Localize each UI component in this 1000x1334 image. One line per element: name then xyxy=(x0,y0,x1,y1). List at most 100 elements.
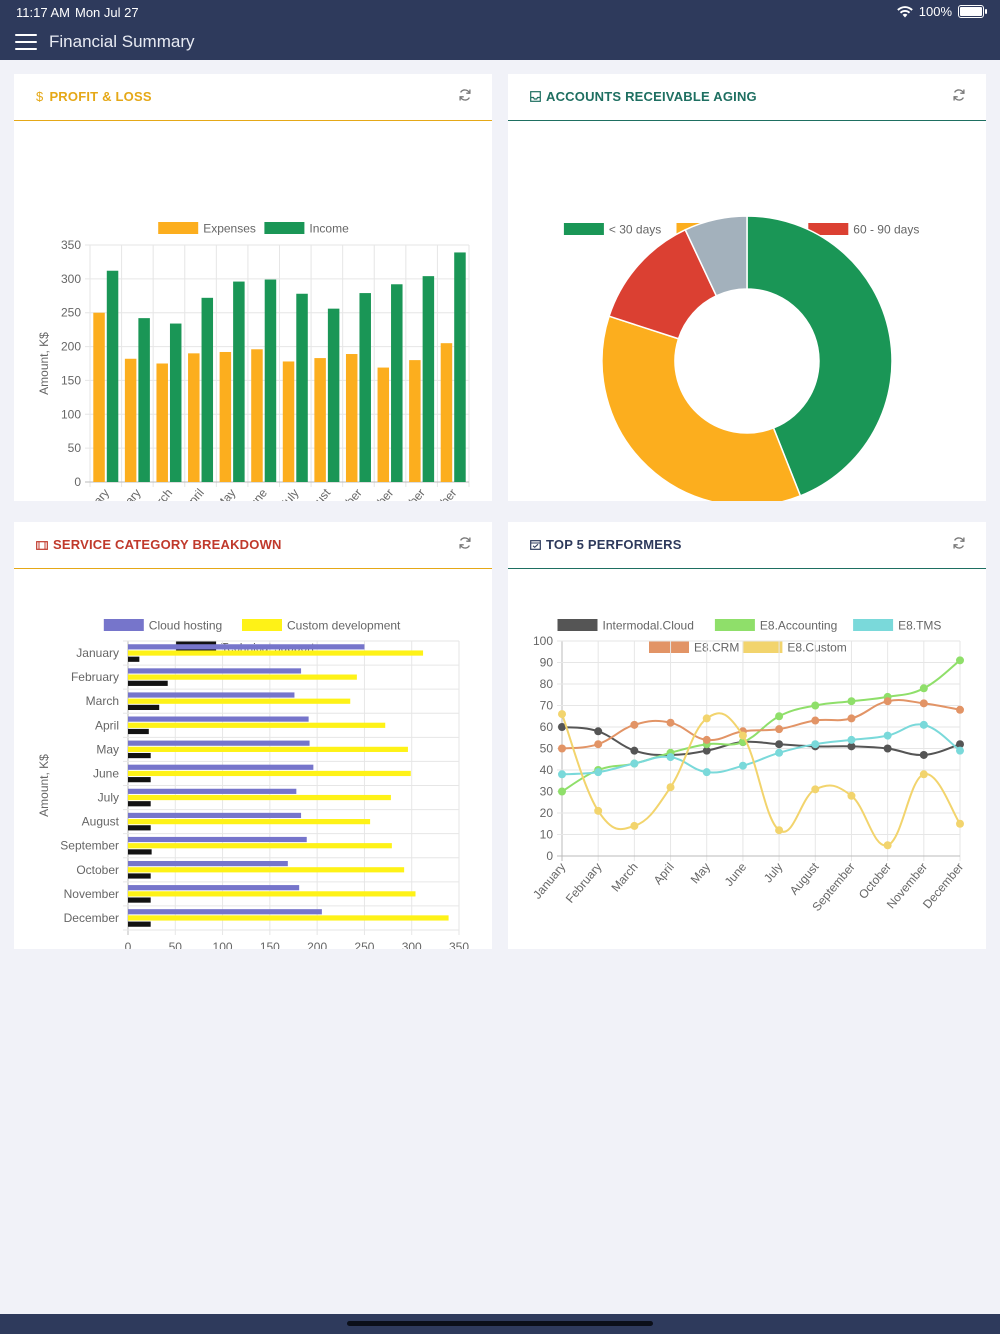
legend-label: 60 - 90 days xyxy=(853,223,919,237)
y-axis-label: Amount, K$ xyxy=(37,754,51,817)
point-e8-tms xyxy=(811,740,820,749)
line-e8-custom xyxy=(561,712,961,847)
y-tick-label: 60 xyxy=(540,720,554,734)
legend-label: Intermodal.Cloud xyxy=(603,619,694,633)
bar-income xyxy=(391,284,403,482)
point-e8-accounting xyxy=(811,701,820,710)
y-tick-label: May xyxy=(96,742,119,756)
y-tick-label: September xyxy=(60,839,119,853)
card-top-performers: TOP 5 PERFORMERS Intermodal.Cloud E8.Acco… xyxy=(508,522,986,949)
point-intermodal-cloud xyxy=(558,723,566,731)
bar-expenses xyxy=(251,349,263,482)
point-e8-custom xyxy=(558,710,566,719)
bottom-bar xyxy=(0,1314,1000,1334)
battery-percent: 100% xyxy=(918,4,952,19)
bar-technical-support xyxy=(128,777,151,783)
bar-cloud-hosting xyxy=(128,668,302,674)
x-tick-label: 200 xyxy=(307,940,327,949)
y-tick-label: 0 xyxy=(546,849,553,863)
point-intermodal-cloud xyxy=(847,742,856,751)
y-axis-label: Amount, K$ xyxy=(37,332,51,395)
point-e8-crm xyxy=(702,735,711,744)
y-tick-label: January xyxy=(76,646,119,660)
legend-label: Income xyxy=(309,222,349,236)
bar-custom-development xyxy=(128,674,357,680)
bar-custom-development xyxy=(128,891,416,897)
y-tick-label: 80 xyxy=(540,677,554,691)
y-tick-label: 0 xyxy=(74,475,81,489)
legend-swatch xyxy=(808,223,849,235)
bar-custom-development xyxy=(128,722,386,728)
x-tick-label: August xyxy=(787,859,822,897)
x-tick-label: 300 xyxy=(402,940,422,949)
legend-swatch xyxy=(103,619,144,631)
bar-technical-support xyxy=(128,728,149,735)
bar-technical-support xyxy=(128,704,160,711)
bar-expenses xyxy=(124,358,137,482)
nav-bar: Financial Summary xyxy=(0,24,1000,60)
card-ar-aging: ACCOUNTS RECEIVABLE AGING < 30 days30 - … xyxy=(508,74,986,501)
home-indicator[interactable] xyxy=(347,1321,653,1326)
bar-technical-support xyxy=(128,921,151,927)
card-header: $ PROFIT & LOSS xyxy=(14,74,492,121)
bar-cloud-hosting xyxy=(128,644,365,650)
y-tick-label: October xyxy=(76,863,119,877)
bar-cloud-hosting xyxy=(128,885,300,891)
point-e8-custom xyxy=(594,806,603,815)
bar-custom-development xyxy=(128,915,449,921)
bar-cloud-hosting xyxy=(128,836,307,843)
bar-custom-development xyxy=(128,770,411,777)
point-intermodal-cloud xyxy=(919,750,928,759)
battery-icon xyxy=(958,5,987,18)
x-tick-label: August xyxy=(298,485,333,501)
bar-expenses xyxy=(188,353,200,482)
point-e8-custom xyxy=(919,770,928,779)
card-title: TOP 5 PERFORMERS xyxy=(546,537,682,552)
bar-cloud-hosting xyxy=(128,860,288,867)
status-bar: 11:17 AM Mon Jul 27 100% xyxy=(0,0,1000,24)
x-tick-label: 100 xyxy=(213,940,233,949)
legend-label: E8.Custom xyxy=(787,641,846,655)
refresh-icon[interactable] xyxy=(458,88,472,102)
refresh-icon[interactable] xyxy=(952,536,966,550)
bar-expenses xyxy=(219,351,232,482)
x-tick-label: May xyxy=(688,860,713,886)
point-e8-tms xyxy=(919,720,928,729)
y-tick-label: December xyxy=(64,911,119,925)
point-e8-custom xyxy=(702,714,711,723)
legend-label: Expenses xyxy=(203,222,256,236)
point-e8-accounting xyxy=(919,684,928,693)
y-tick-label: 150 xyxy=(61,373,81,387)
pie-slice xyxy=(684,215,748,297)
refresh-icon[interactable] xyxy=(458,536,472,550)
bar-income xyxy=(359,293,371,482)
bar-income xyxy=(138,318,150,482)
bar-expenses xyxy=(345,354,358,482)
bar-expenses xyxy=(314,358,326,482)
x-tick-label: 250 xyxy=(354,940,374,949)
card-title-wrap: TOP 5 PERFORMERS xyxy=(530,537,682,552)
legend-swatch xyxy=(264,222,305,234)
point-intermodal-cloud xyxy=(630,746,639,755)
refresh-icon[interactable] xyxy=(952,88,966,102)
x-tick-label: June xyxy=(243,486,271,501)
point-e8-tms xyxy=(630,759,639,768)
menu-icon[interactable] xyxy=(15,34,37,50)
x-tick-label: 350 xyxy=(449,940,469,949)
bar-custom-development xyxy=(128,746,408,752)
bar-income xyxy=(201,297,214,482)
legend-label: < 30 days xyxy=(609,223,661,237)
bar-custom-development xyxy=(128,867,405,873)
point-e8-tms xyxy=(594,768,603,777)
y-tick-label: April xyxy=(95,718,119,732)
point-e8-custom xyxy=(883,841,892,850)
point-e8-custom xyxy=(666,783,675,792)
point-e8-accounting xyxy=(558,787,566,796)
bar-technical-support xyxy=(128,849,152,855)
point-e8-accounting xyxy=(956,656,964,665)
bar-expenses xyxy=(156,363,168,482)
bar-technical-support xyxy=(128,897,151,903)
y-tick-label: 50 xyxy=(68,441,82,455)
point-e8-crm xyxy=(666,718,675,727)
point-e8-crm xyxy=(630,720,639,729)
